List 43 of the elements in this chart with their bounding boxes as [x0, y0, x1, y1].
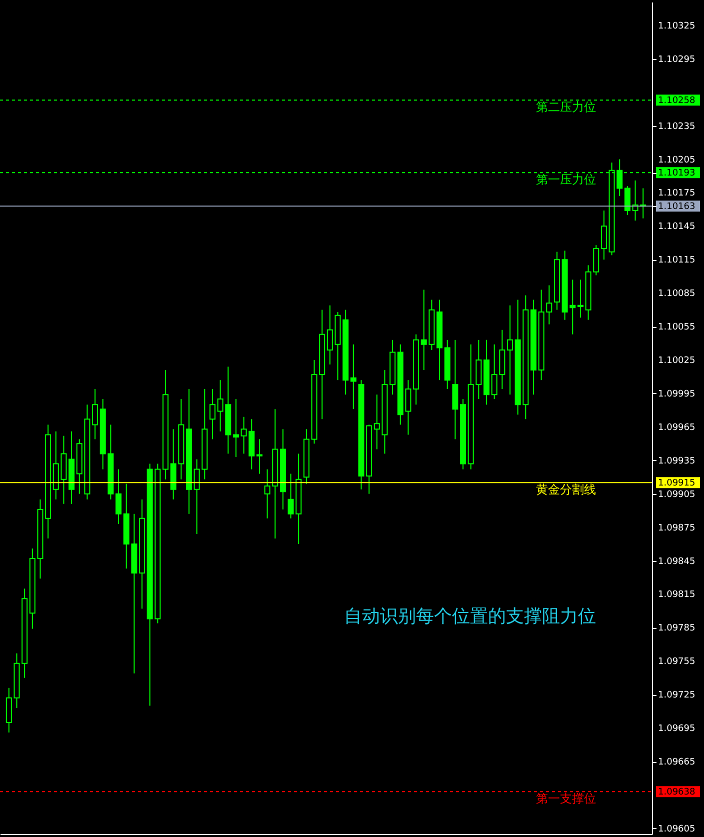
- y-tick-label: 1.10025: [658, 356, 696, 366]
- y-tick-label: 1.09638: [658, 788, 696, 798]
- candlestick: [209, 388, 216, 440]
- candlestick: [232, 398, 239, 458]
- candlestick: [600, 210, 607, 260]
- ref-line-label: 第一压力位: [536, 172, 596, 187]
- y-tick-label: 1.10205: [658, 155, 696, 166]
- candlestick: [256, 438, 262, 474]
- y-tick-label: 1.09665: [658, 758, 696, 768]
- y-tick-label: 1.09915: [658, 478, 696, 489]
- y-tick-label: 1.09935: [658, 456, 696, 466]
- y-tick-label: 1.10295: [658, 54, 696, 65]
- y-tick-label: 1.10193: [658, 168, 696, 179]
- y-tick-label: 1.10235: [658, 122, 696, 132]
- y-tick-label: 1.10258: [658, 96, 696, 106]
- ref-line-label: 黄金分割线: [536, 482, 596, 497]
- ref-line-label: 第一支撑位: [536, 792, 596, 806]
- y-tick-label: 1.10085: [658, 289, 696, 300]
- candlestick: [506, 304, 513, 396]
- y-tick-label: 1.10115: [658, 256, 696, 266]
- y-tick-label: 1.09755: [658, 657, 696, 668]
- candlestick: [624, 186, 630, 216]
- y-tick-label: 1.09845: [658, 556, 696, 567]
- y-tick-label: 1.10163: [658, 202, 696, 212]
- y-tick-label: 1.09875: [658, 523, 696, 534]
- y-tick-label: 1.09605: [658, 824, 696, 834]
- y-tick-label: 1.09905: [658, 490, 696, 500]
- y-tick-label: 1.09815: [658, 590, 696, 600]
- y-tick-label: 1.09785: [658, 624, 696, 634]
- candlestick: [577, 279, 584, 318]
- y-tick-label: 1.10175: [658, 188, 696, 199]
- ref-line-label: 第二压力位: [536, 100, 596, 114]
- candlestick: [350, 344, 356, 410]
- annotation: 自动识别每个位置的支撑阻力位: [344, 606, 596, 627]
- y-tick-label: 1.09725: [658, 690, 696, 701]
- candlestick: [116, 468, 122, 524]
- candlestick: [92, 388, 98, 440]
- y-tick-label: 1.10055: [658, 322, 696, 333]
- y-tick-label: 1.09995: [658, 389, 696, 400]
- y-tick-label: 1.09695: [658, 724, 696, 734]
- y-tick-label: 1.10145: [658, 222, 696, 232]
- y-tick-label: 1.09965: [658, 422, 696, 433]
- y-tick-label: 1.10325: [658, 21, 696, 32]
